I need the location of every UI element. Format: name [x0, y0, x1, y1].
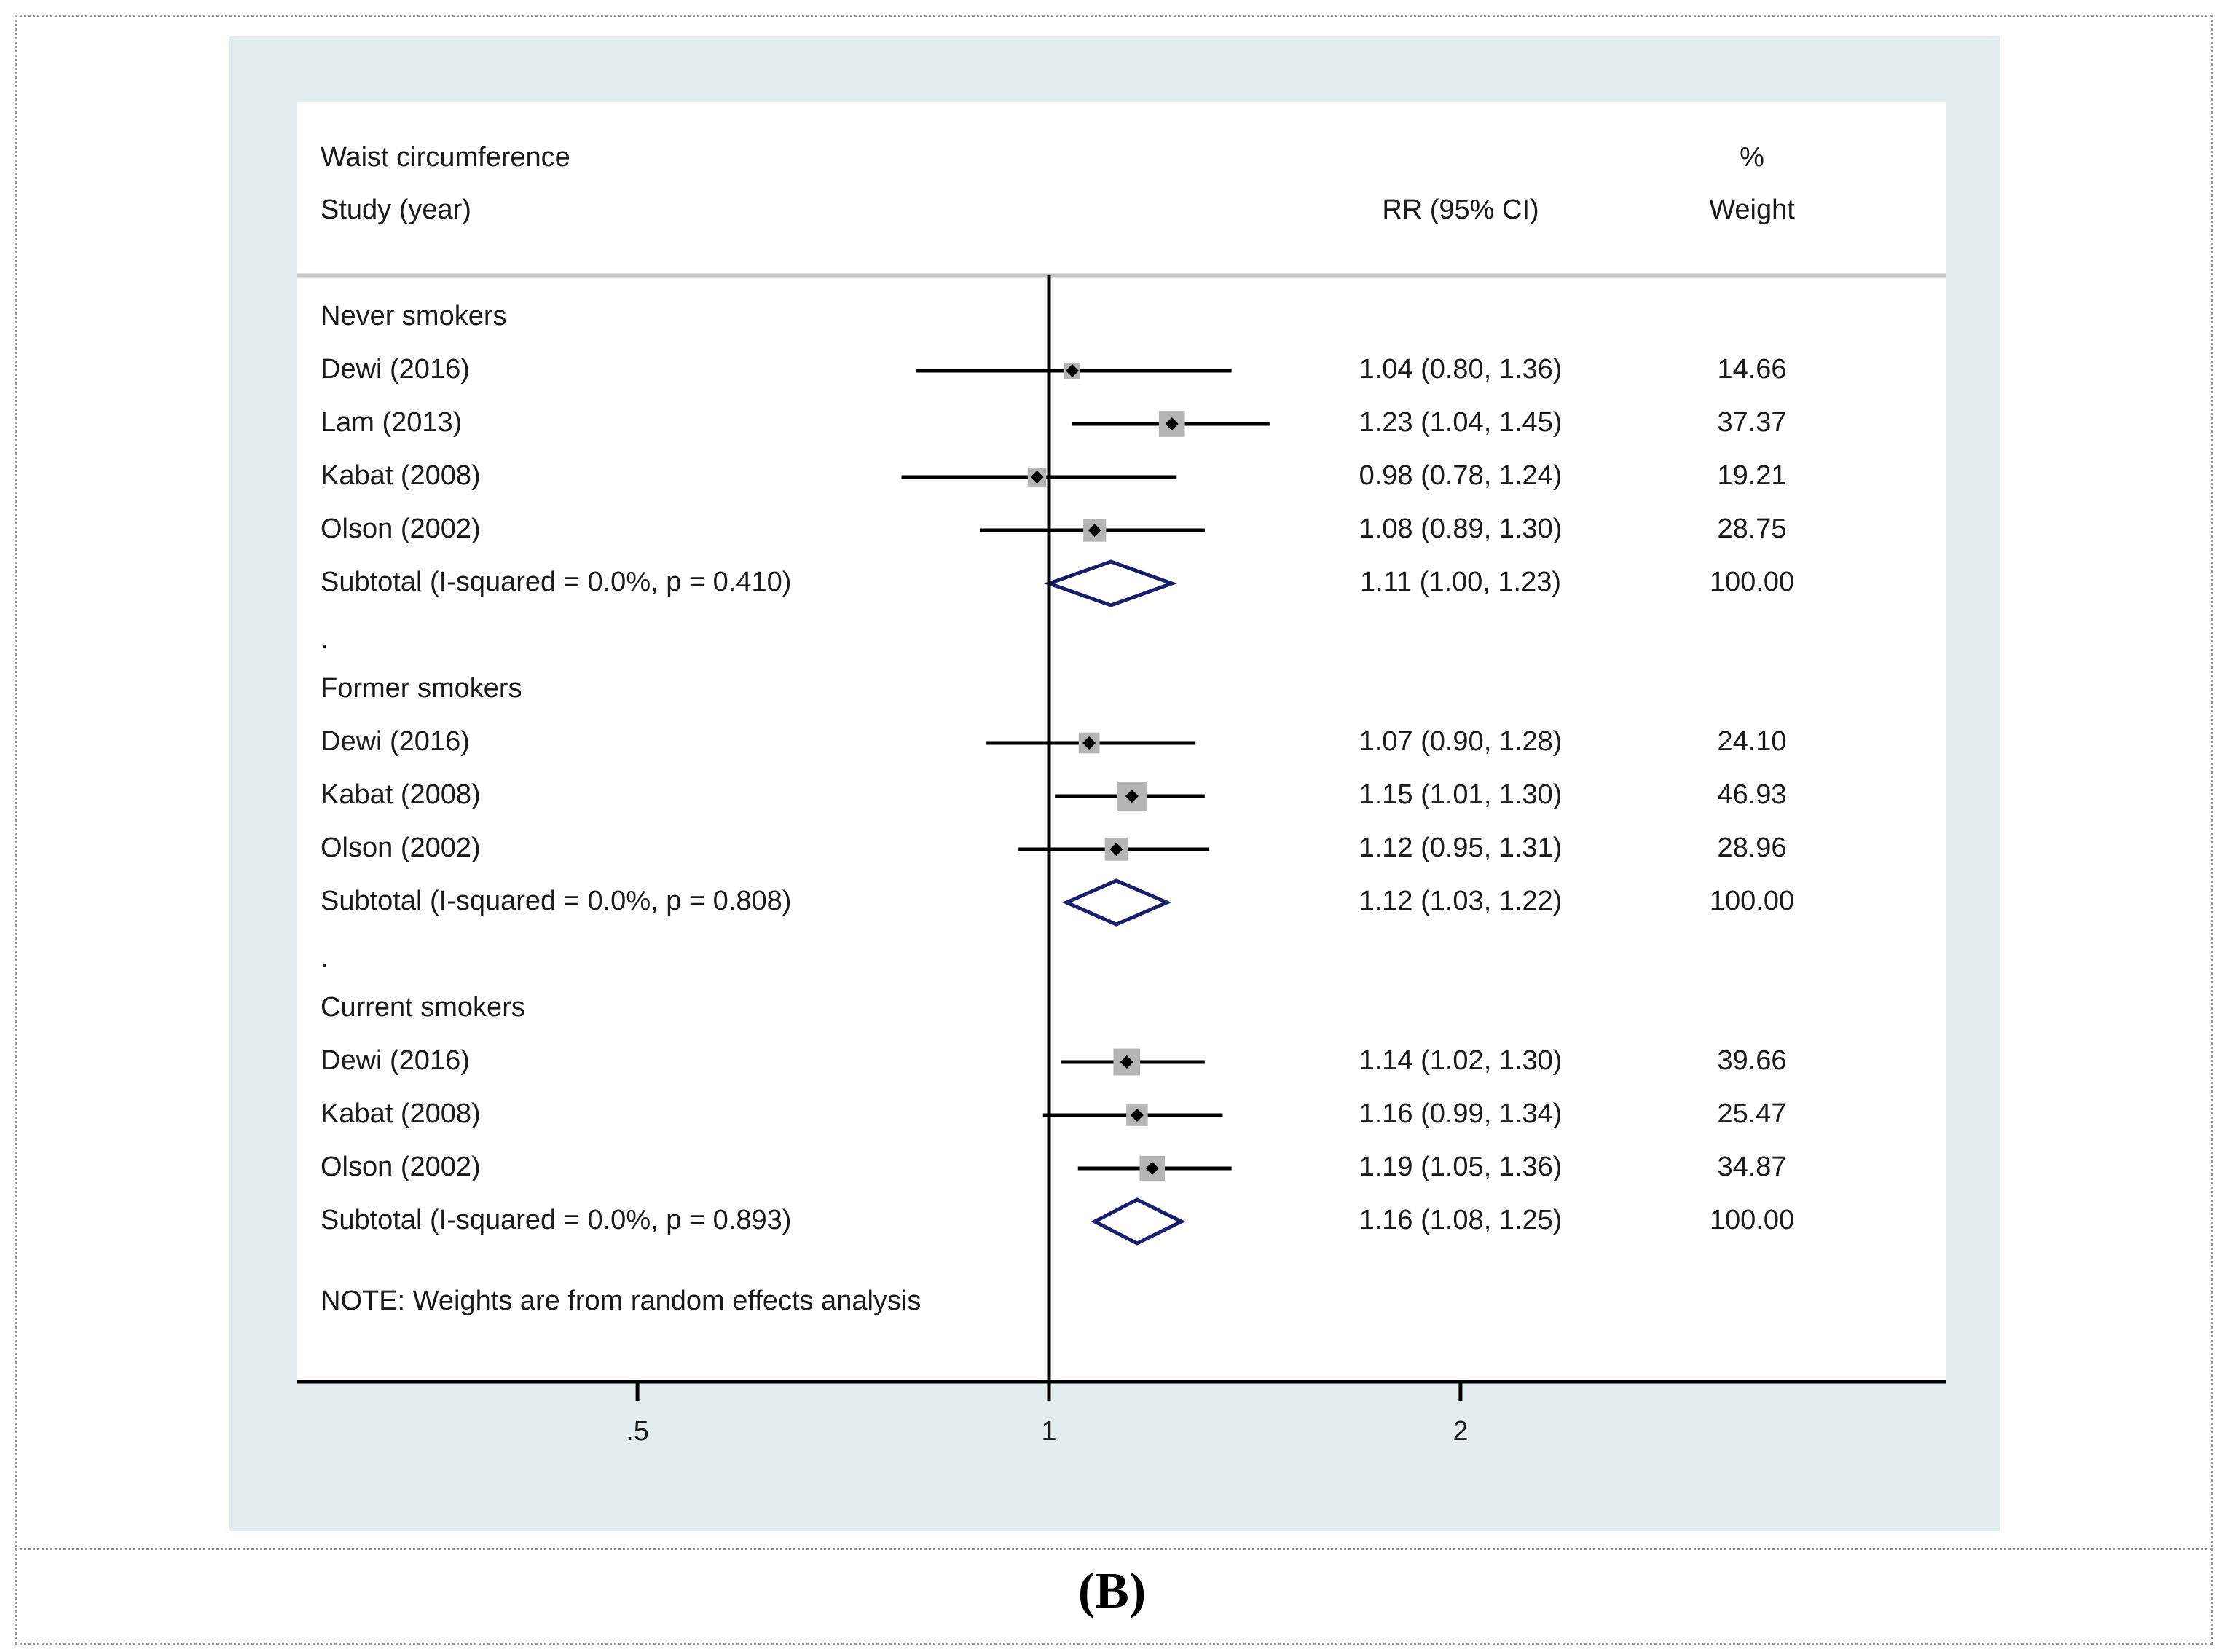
group-separator: .: [321, 624, 329, 654]
rr-ci-value: 1.07 (0.90, 1.28): [1359, 726, 1563, 757]
study-label: Kabat (2008): [321, 1098, 481, 1129]
study-column-header: Study (year): [321, 194, 471, 225]
rr-column-header: RR (95% CI): [1382, 194, 1539, 225]
study-label: Olson (2002): [321, 1152, 481, 1182]
subtotal-diamond: [1091, 1197, 1186, 1246]
rr-ci-value: 1.04 (0.80, 1.36): [1359, 354, 1563, 385]
frame-divider: [15, 1548, 2213, 1550]
subtotal-label: Subtotal (I-squared = 0.0%, p = 0.893): [321, 1205, 791, 1235]
study-label: Dewi (2016): [321, 354, 470, 385]
point-estimate: [1082, 736, 1096, 750]
study-label: Lam (2013): [321, 407, 462, 438]
rr-ci-value: 1.19 (1.05, 1.36): [1359, 1152, 1563, 1182]
weight-column-header: Weight: [1709, 194, 1795, 225]
x-axis-tick-label: .5: [626, 1416, 649, 1447]
weight-value: 25.47: [1717, 1098, 1786, 1129]
point-estimate: [1120, 1055, 1133, 1069]
rr-ci-value: 1.16 (0.99, 1.34): [1359, 1098, 1563, 1129]
point-estimate: [1065, 364, 1079, 377]
group-label: Former smokers: [321, 673, 522, 704]
rr-ci-value: 1.08 (0.89, 1.30): [1359, 514, 1563, 544]
weight-value: 14.66: [1717, 354, 1786, 385]
subtotal-label: Subtotal (I-squared = 0.0%, p = 0.808): [321, 886, 791, 916]
footnote: NOTE: Weights are from random effects an…: [321, 1286, 921, 1316]
subtotal-diamond: [1043, 559, 1178, 607]
study-label: Kabat (2008): [321, 779, 481, 810]
rr-ci-value: 1.12 (0.95, 1.31): [1359, 833, 1563, 863]
panel-label: (B): [1077, 1563, 1147, 1619]
subtotal-rr-ci-value: 1.16 (1.08, 1.25): [1359, 1205, 1563, 1235]
subtotal-weight-value: 100.00: [1710, 886, 1794, 916]
weight-column-header-percent: %: [1740, 142, 1764, 173]
group-label: Current smokers: [321, 992, 525, 1023]
x-axis-tick-label: 1: [1041, 1416, 1056, 1447]
point-estimate: [1125, 790, 1139, 803]
study-label: Dewi (2016): [321, 726, 470, 757]
point-estimate: [1165, 417, 1179, 430]
point-estimate: [1130, 1109, 1144, 1122]
weight-value: 46.93: [1717, 779, 1786, 810]
rr-ci-value: 0.98 (0.78, 1.24): [1359, 460, 1563, 491]
point-estimate: [1088, 524, 1101, 537]
study-label: Olson (2002): [321, 833, 481, 863]
x-axis-tick-label: 2: [1453, 1416, 1468, 1447]
subtotal-diamond: [1061, 878, 1172, 927]
weight-value: 19.21: [1717, 460, 1786, 491]
group-separator: .: [321, 943, 329, 973]
weight-value: 28.75: [1717, 514, 1786, 544]
point-estimate: [1145, 1162, 1159, 1175]
study-label: Dewi (2016): [321, 1045, 470, 1076]
weight-value: 28.96: [1717, 833, 1786, 863]
figure-frame: [15, 15, 2213, 1645]
subtotal-weight-value: 100.00: [1710, 1205, 1794, 1235]
subtotal-weight-value: 100.00: [1710, 567, 1794, 597]
subtotal-label: Subtotal (I-squared = 0.0%, p = 0.410): [321, 567, 791, 597]
chart-title: Waist circumference: [321, 142, 570, 173]
study-label: Kabat (2008): [321, 460, 481, 491]
weight-value: 39.66: [1717, 1045, 1786, 1076]
study-label: Olson (2002): [321, 514, 481, 544]
rr-ci-value: 1.15 (1.01, 1.30): [1359, 779, 1563, 810]
group-label: Never smokers: [321, 301, 507, 331]
weight-value: 24.10: [1717, 726, 1786, 757]
subtotal-rr-ci-value: 1.12 (1.03, 1.22): [1359, 886, 1563, 916]
rr-ci-value: 1.14 (1.02, 1.30): [1359, 1045, 1563, 1076]
subtotal-rr-ci-value: 1.11 (1.00, 1.23): [1360, 567, 1561, 597]
weight-value: 37.37: [1717, 407, 1786, 438]
point-estimate: [1109, 843, 1123, 856]
point-estimate: [1030, 471, 1044, 484]
weight-value: 34.87: [1717, 1152, 1786, 1182]
rr-ci-value: 1.23 (1.04, 1.45): [1359, 407, 1563, 438]
